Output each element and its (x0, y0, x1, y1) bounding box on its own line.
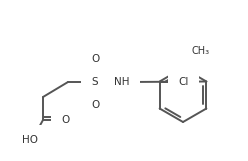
Text: O: O (91, 100, 99, 110)
Text: CH₃: CH₃ (192, 46, 210, 56)
Text: O: O (62, 115, 70, 125)
Text: Cl: Cl (178, 76, 189, 86)
Text: NH: NH (114, 77, 130, 87)
Text: S: S (92, 77, 98, 87)
Text: O: O (91, 54, 99, 64)
Text: HO: HO (22, 135, 38, 145)
